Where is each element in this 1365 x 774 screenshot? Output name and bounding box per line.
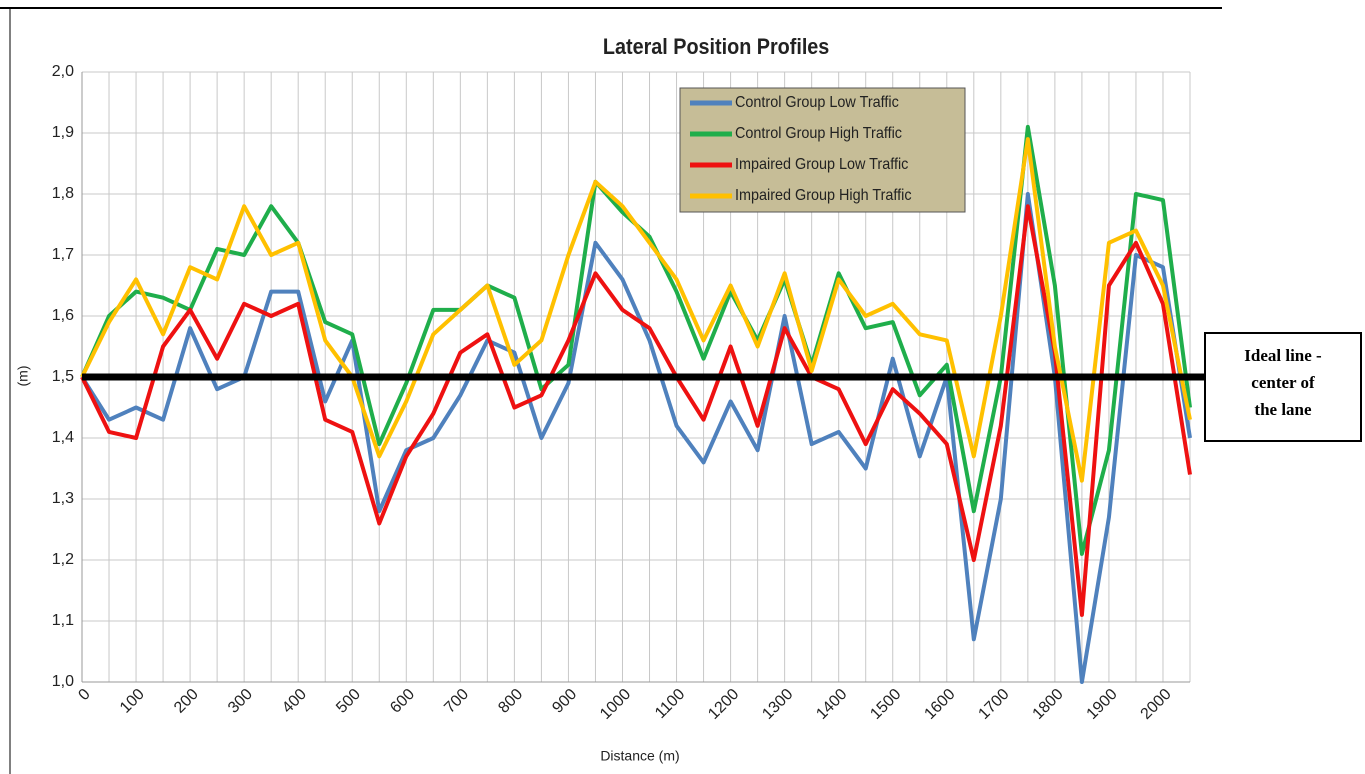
annotation-text: the lane xyxy=(1254,400,1312,419)
x-tick-label: 1700 xyxy=(975,686,1012,723)
x-tick-label: 1300 xyxy=(759,686,796,723)
series-line xyxy=(80,192,1192,684)
x-tick-label: 1800 xyxy=(1030,686,1067,723)
y-tick-label: 1,3 xyxy=(52,490,74,507)
x-tick-label: 700 xyxy=(441,686,472,717)
x-tick-label: 800 xyxy=(495,686,526,717)
x-tick-label: 1600 xyxy=(921,686,958,723)
x-tick-label: 1000 xyxy=(597,686,634,723)
x-tick-label: 200 xyxy=(171,686,202,717)
legend: Control Group Low Traffic Control Group H… xyxy=(679,87,966,213)
x-tick-label: 1100 xyxy=(652,686,688,722)
x-tick-label: 1200 xyxy=(705,686,742,723)
legend-label: Control Group High Traffic xyxy=(735,125,902,143)
y-tick-label: 1,6 xyxy=(52,307,74,324)
y-tick-label: 1,8 xyxy=(52,185,74,202)
y-tick-label: 1,1 xyxy=(52,612,74,629)
y-tick-label: 1,9 xyxy=(52,124,74,141)
y-tick-label: 1,7 xyxy=(52,246,74,263)
legend-box xyxy=(679,87,966,213)
x-tick-label: 500 xyxy=(333,686,364,717)
x-tick-label: 1900 xyxy=(1084,686,1121,723)
y-tick-label: 1,0 xyxy=(52,673,74,690)
chart-title: Lateral Position Profiles xyxy=(603,35,829,59)
y-tick-label: 2,0 xyxy=(52,63,74,80)
x-tick-label: 900 xyxy=(549,686,580,717)
annotation-box xyxy=(1204,332,1362,442)
annotation-text: center of xyxy=(1251,373,1315,392)
legend-label: Control Group Low Traffic xyxy=(735,94,899,112)
x-tick-label: 1500 xyxy=(867,686,904,723)
series-line xyxy=(80,137,1192,483)
legend-label: Impaired Group High Traffic xyxy=(735,187,912,205)
y-tick-label: 1,5 xyxy=(52,368,74,385)
x-tick-label: 1400 xyxy=(813,686,850,723)
series-line xyxy=(80,204,1192,617)
x-tick-label: 100 xyxy=(117,686,148,717)
y-tick-label: 1,4 xyxy=(52,429,74,446)
x-tick-label: 0 xyxy=(75,686,93,704)
x-tick-label: 300 xyxy=(225,686,256,717)
x-tick-label: 2000 xyxy=(1138,686,1175,723)
y-axis-label: (m) xyxy=(15,366,31,387)
x-tick-label: 400 xyxy=(279,686,310,717)
x-tick-label: 600 xyxy=(387,686,418,717)
x-axis-label: Distance (m) xyxy=(600,748,679,764)
annotation-text: Ideal line - xyxy=(1244,346,1322,365)
y-tick-label: 1,2 xyxy=(52,551,74,568)
series-line xyxy=(80,124,1192,556)
legend-label: Impaired Group Low Traffic xyxy=(735,156,909,174)
